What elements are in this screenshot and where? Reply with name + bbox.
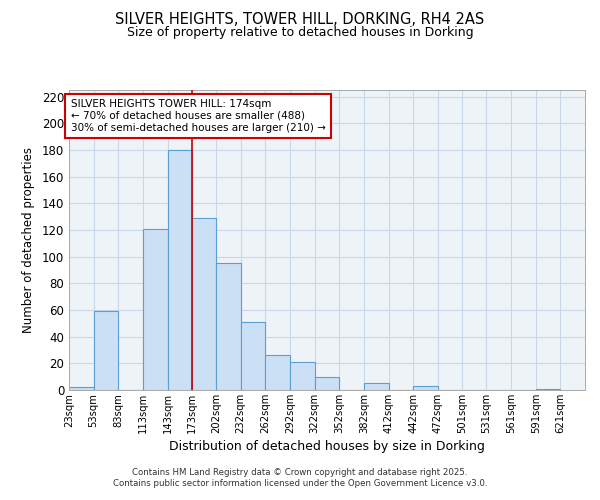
Bar (413, 386, 438, 390)
Bar (314, 376, 340, 390)
Bar (364, 384, 389, 390)
Text: Contains HM Land Registry data © Crown copyright and database right 2025.
Contai: Contains HM Land Registry data © Crown c… (113, 468, 487, 487)
Bar (143, 228, 167, 390)
Bar (192, 218, 216, 390)
X-axis label: Distribution of detached houses by size in Dorking: Distribution of detached houses by size … (169, 440, 485, 453)
Bar (216, 264, 241, 390)
Bar (69, 388, 94, 390)
Text: SILVER HEIGHTS, TOWER HILL, DORKING, RH4 2AS: SILVER HEIGHTS, TOWER HILL, DORKING, RH4… (115, 12, 485, 28)
Text: SILVER HEIGHTS TOWER HILL: 174sqm
← 70% of detached houses are smaller (488)
30%: SILVER HEIGHTS TOWER HILL: 174sqm ← 70% … (71, 100, 326, 132)
Bar (241, 322, 265, 390)
Text: Size of property relative to detached houses in Dorking: Size of property relative to detached ho… (127, 26, 473, 39)
Bar (265, 356, 290, 390)
Bar (290, 362, 314, 390)
Y-axis label: Number of detached properties: Number of detached properties (22, 147, 35, 333)
Bar (94, 312, 118, 390)
Bar (167, 150, 192, 390)
Bar (536, 388, 560, 390)
